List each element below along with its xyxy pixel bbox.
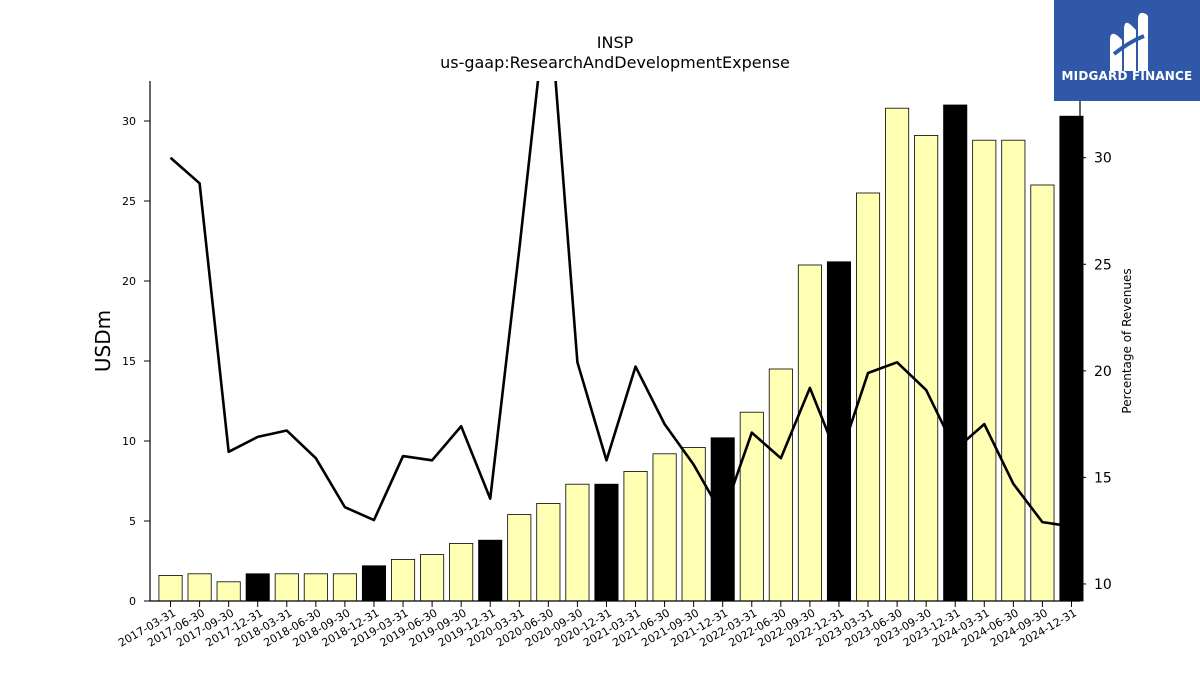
y2-tick-label: 30 bbox=[1094, 151, 1112, 167]
brand-name: MIDGARD FINANCE bbox=[1061, 69, 1193, 83]
y2-tick-label: 15 bbox=[1094, 470, 1112, 486]
bar bbox=[914, 134, 939, 602]
bar bbox=[768, 368, 793, 602]
bar bbox=[536, 502, 561, 602]
y-tick-label: 10 bbox=[122, 435, 136, 448]
bar bbox=[710, 437, 735, 602]
bar bbox=[1030, 184, 1055, 602]
bar bbox=[565, 483, 590, 602]
bar bbox=[507, 514, 532, 602]
chart-subtitle: us-gaap:ResearchAndDevelopmentExpense bbox=[440, 53, 790, 72]
bar bbox=[420, 554, 445, 602]
y2-tick-label: 10 bbox=[1094, 577, 1112, 593]
bar bbox=[652, 453, 677, 602]
bar bbox=[826, 261, 851, 602]
bar bbox=[361, 565, 386, 602]
bar bbox=[478, 539, 503, 602]
chart-title: INSP bbox=[597, 33, 634, 52]
bar bbox=[943, 104, 968, 602]
y2-tick-label: 25 bbox=[1094, 257, 1112, 273]
y-axis-label: USDm bbox=[91, 310, 115, 372]
y-tick-label: 5 bbox=[129, 515, 136, 528]
bar bbox=[681, 446, 706, 602]
y-tick-label: 30 bbox=[122, 115, 136, 128]
bar bbox=[885, 107, 910, 602]
bar bbox=[332, 573, 357, 602]
bar bbox=[274, 573, 299, 602]
percentage-line bbox=[169, 81, 1072, 528]
bar bbox=[623, 470, 648, 602]
y-tick-label: 25 bbox=[122, 195, 136, 208]
y-tick-label: 20 bbox=[122, 275, 136, 288]
bar bbox=[158, 575, 183, 602]
bar bbox=[1001, 139, 1026, 602]
bar bbox=[972, 139, 997, 602]
bar bbox=[594, 483, 619, 602]
y-tick-label: 15 bbox=[122, 355, 136, 368]
bar bbox=[245, 573, 270, 602]
y-tick-label: 0 bbox=[129, 595, 136, 608]
bar bbox=[303, 573, 328, 602]
bar bbox=[391, 559, 416, 602]
bar bbox=[216, 581, 241, 602]
midgard-logo-icon bbox=[1110, 12, 1148, 71]
brand-logo: MIDGARD FINANCE bbox=[1054, 0, 1200, 101]
y2-axis-label: Percentage of Revenues bbox=[1120, 268, 1134, 413]
bar bbox=[187, 573, 212, 602]
bar bbox=[797, 264, 822, 602]
bar bbox=[449, 543, 474, 602]
y2-tick-label: 20 bbox=[1094, 364, 1112, 380]
